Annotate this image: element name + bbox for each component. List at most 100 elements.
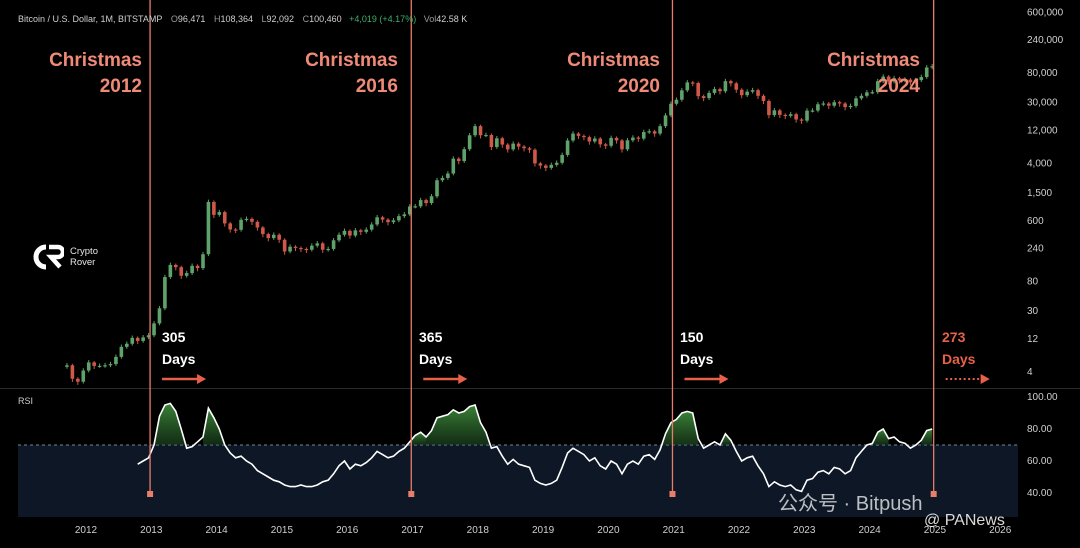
candle-body — [255, 221, 260, 228]
candle-body — [337, 234, 341, 241]
rsi-overbought-area — [154, 403, 187, 449]
christmas-word: Christmas — [305, 50, 398, 71]
price-tick-label: 80 — [1027, 277, 1039, 288]
candle-body — [331, 240, 336, 249]
christmas-word: Christmas — [49, 50, 142, 71]
rsi-overbought-area — [921, 429, 933, 445]
candle-body — [81, 370, 86, 382]
candle-body — [544, 165, 548, 168]
low-label: L — [261, 14, 267, 24]
candle-body — [92, 362, 96, 366]
chart-header: Bitcoin / U.S. Dollar, 1M, BITSTAMP O96,… — [18, 14, 467, 24]
time-tick-label: 2021 — [663, 525, 686, 536]
candle-body — [788, 114, 793, 116]
candle-body — [146, 335, 151, 338]
candle-body — [783, 114, 788, 117]
candle-body — [369, 224, 374, 230]
candle-body — [500, 138, 505, 145]
days-arrow-head — [458, 374, 468, 384]
candle-body — [206, 201, 211, 255]
candle-body — [843, 103, 847, 108]
candle-body — [560, 154, 564, 163]
candle-body — [446, 173, 450, 178]
days-number: 150 — [680, 329, 704, 345]
candle-body — [212, 201, 216, 215]
candle-body — [750, 90, 755, 92]
price-tick-label: 240 — [1027, 243, 1044, 254]
candle-body — [511, 143, 515, 150]
candle-body — [391, 220, 396, 223]
candle-body — [250, 218, 254, 222]
christmas-marker-square — [147, 491, 154, 497]
candle-body — [152, 323, 156, 336]
candle-body — [587, 137, 592, 142]
candle-body — [609, 137, 613, 146]
candle-body — [353, 230, 358, 236]
candle-body — [565, 140, 570, 155]
vol-label: Vol — [423, 14, 437, 24]
price-tick-label: 30,000 — [1027, 98, 1058, 109]
candle-body — [184, 273, 189, 276]
candle-body — [271, 234, 276, 239]
candle-body — [837, 102, 842, 104]
time-tick-label: 2012 — [75, 525, 98, 536]
candle-body — [734, 83, 739, 90]
open-value: 96,471 — [177, 14, 206, 24]
candle-body — [478, 126, 483, 136]
candle-body — [571, 133, 575, 141]
candle-body — [652, 131, 657, 134]
candle-body — [636, 137, 641, 139]
candle-body — [299, 247, 303, 250]
candle-body — [201, 254, 205, 269]
candle-body — [592, 138, 597, 142]
candle-body — [348, 230, 352, 236]
christmas-year: 2012 — [99, 76, 142, 97]
candle-body — [805, 110, 809, 121]
days-arrow-head — [719, 374, 729, 384]
candle-body — [233, 229, 238, 231]
candle-body — [315, 243, 320, 246]
candle-body — [745, 91, 749, 96]
candle-body — [418, 200, 423, 207]
candle-body — [875, 81, 880, 93]
rsi-overbought-area — [720, 433, 731, 445]
price-tick-label: 4,000 — [1027, 159, 1052, 170]
candle-body — [342, 230, 347, 235]
candle-body — [217, 212, 222, 215]
candle-body — [484, 134, 488, 137]
candle-body — [712, 89, 717, 93]
candle-body — [821, 103, 826, 105]
christmas-marker-square — [408, 491, 415, 497]
candle-body — [533, 149, 537, 164]
time-tick-label: 2015 — [271, 525, 294, 536]
rsi-overbought-area — [872, 429, 889, 445]
logo-line-1: Crypto — [70, 246, 98, 257]
candle-body — [473, 126, 477, 136]
rsi-band — [18, 445, 1018, 517]
candle-body — [794, 114, 798, 120]
candle-body — [228, 223, 233, 230]
christmas-markers — [147, 0, 937, 497]
candle-body — [462, 149, 466, 162]
candle-body — [103, 365, 107, 367]
candle-body — [125, 343, 129, 347]
days-label-2016: 365 Days — [419, 326, 452, 370]
rsi-overbought-area — [203, 408, 225, 445]
candle-body — [685, 82, 690, 91]
candle-body — [930, 66, 934, 68]
candle-body — [778, 110, 782, 115]
candle-body — [424, 200, 428, 204]
candle-body — [359, 230, 363, 232]
candle-body — [772, 110, 777, 116]
candle-body — [467, 135, 472, 150]
candle-body — [826, 103, 831, 106]
candle-body — [130, 337, 135, 344]
candle-body — [495, 138, 499, 147]
high-value: 108,364 — [220, 14, 253, 24]
price-tick-label: 240,000 — [1027, 35, 1064, 46]
vol-value: 42.58 K — [436, 14, 468, 24]
candle-body — [832, 102, 837, 106]
rsi-tick-label: 100.00 — [1027, 392, 1058, 403]
price-tick-label: 30 — [1027, 306, 1039, 317]
